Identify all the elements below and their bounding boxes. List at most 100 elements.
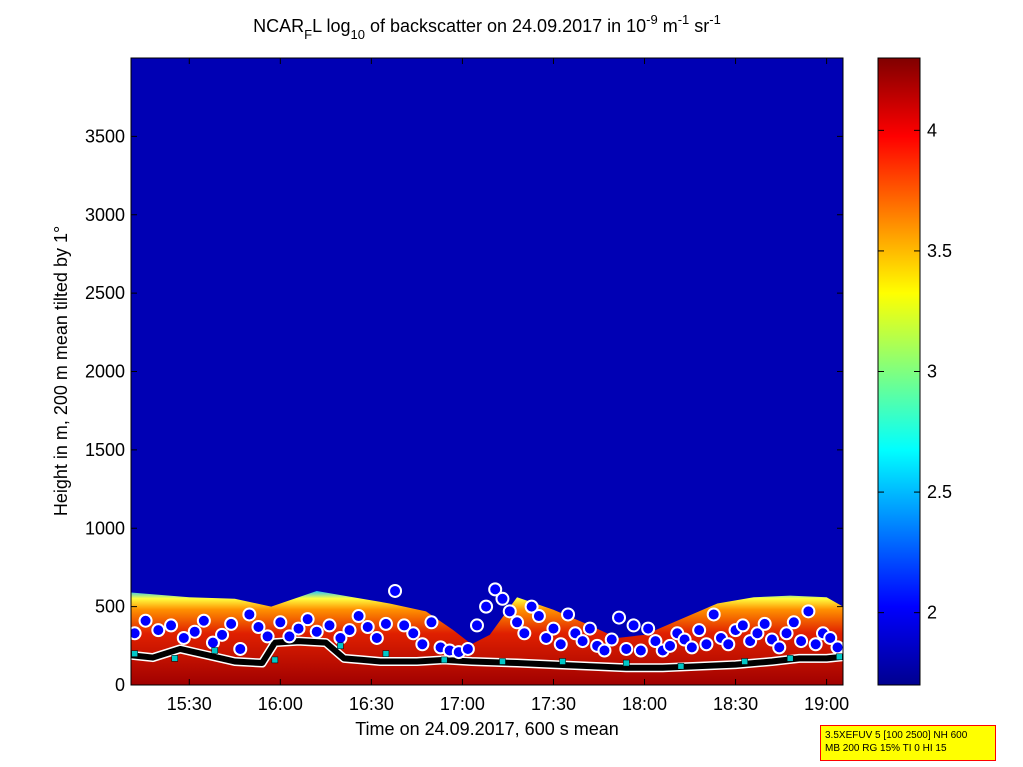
y-tick-label: 3500 <box>85 126 125 146</box>
circle-marker <box>546 621 561 636</box>
circle-marker <box>517 626 532 641</box>
circle-marker <box>779 626 794 641</box>
square-marker <box>211 647 219 654</box>
circle-marker <box>641 621 656 636</box>
circle-marker <box>360 620 375 635</box>
circle-marker <box>553 637 568 652</box>
boundary-line <box>131 638 843 671</box>
circle-marker <box>342 623 357 638</box>
square-marker <box>382 650 390 657</box>
square-marker <box>559 658 566 665</box>
circle-marker <box>424 615 439 630</box>
x-axis-label: Time on 24.09.2017, 600 s mean <box>355 719 619 739</box>
x-tick-label: 16:30 <box>349 694 394 714</box>
y-tick-label: 2500 <box>85 283 125 303</box>
background-field <box>131 58 843 685</box>
circle-marker <box>479 599 494 614</box>
circle-marker <box>273 615 288 630</box>
circle-marker <box>561 607 576 622</box>
square-marker <box>171 655 178 662</box>
chart-title: NCARFL log10 of backscatter on 24.09.201… <box>253 12 721 42</box>
circle-marker <box>524 599 539 614</box>
circle-marker <box>706 607 721 622</box>
square-marker <box>271 656 279 664</box>
circle-marker <box>397 618 412 633</box>
circle-marker <box>502 604 517 619</box>
circle-marker <box>612 610 627 625</box>
circle-marker <box>757 616 772 631</box>
x-tick-label: 17:00 <box>440 694 485 714</box>
info-line-1: 3.5XEFUV 5 [100 2500] NH 600 <box>825 730 968 741</box>
y-axis: 0 500 1000 1500 2000 2500 3000 3500 <box>85 126 843 695</box>
circle-marker <box>322 618 337 633</box>
circle-marker <box>801 604 816 619</box>
square-marker <box>677 662 685 670</box>
colorbar-axis: 2 2.5 3 3.5 4 <box>878 120 952 623</box>
y-tick-label: 1000 <box>85 518 125 538</box>
circle-marker <box>823 630 838 645</box>
circle-marker <box>233 641 248 656</box>
circle-marker <box>721 637 736 652</box>
circle-marker <box>151 623 166 638</box>
circle-marker <box>369 630 384 645</box>
circle-marker <box>597 643 612 658</box>
x-axis: 15:30 16:00 16:30 17:00 17:30 18:00 18:30 19:00 <box>167 58 849 714</box>
x-tick-label: 16:00 <box>258 694 303 714</box>
square-marker <box>741 658 748 665</box>
circle-marker <box>495 591 510 606</box>
circle-marker <box>699 637 714 652</box>
circle-marker <box>735 618 750 633</box>
circle-marker <box>351 609 366 624</box>
x-tick-label: 18:00 <box>622 694 667 714</box>
colorbar <box>877 57 921 686</box>
y-tick-label: 0 <box>115 675 125 695</box>
info-box: 3.5XEFUV 5 [100 2500] NH 600 MB 200 RG 1… <box>820 725 996 761</box>
circle-marker <box>692 623 707 638</box>
circle-marker <box>415 637 430 652</box>
circle-marker <box>648 634 663 649</box>
circle-marker <box>619 641 634 656</box>
x-tick-label: 18:30 <box>713 694 758 714</box>
square-marker <box>499 658 506 665</box>
circle-marker <box>575 634 590 649</box>
circle-marker <box>582 621 597 636</box>
circle-marker <box>626 618 641 633</box>
circle-marker <box>772 640 787 655</box>
circle-marker <box>604 632 619 647</box>
colorbar-tick-label: 2 <box>927 603 937 623</box>
circle-marker <box>830 640 843 655</box>
circle-marker <box>794 634 809 649</box>
square-marker <box>337 642 344 650</box>
circle-marker <box>406 626 421 641</box>
circle-marker <box>488 582 503 597</box>
circle-marker <box>224 616 239 631</box>
y-tick-label: 500 <box>95 597 125 617</box>
circle-marker <box>187 624 202 639</box>
colorbar-tick-label: 3.5 <box>927 241 952 261</box>
square-marker <box>131 650 138 657</box>
plot-area <box>131 58 843 685</box>
circle-marker <box>378 616 393 631</box>
circle-marker <box>663 638 678 653</box>
colorbar-tick-label: 3 <box>927 362 937 382</box>
y-axis-label: Height in m, 200 m mean tilted by 1° <box>51 226 71 516</box>
square-marker <box>786 655 794 662</box>
circle-marker <box>215 627 230 642</box>
circle-marker <box>633 643 648 658</box>
circle-marker <box>786 615 801 630</box>
circle-marker <box>388 583 403 598</box>
y-tick-label: 3000 <box>85 205 125 225</box>
circle-marker <box>282 629 297 644</box>
circle-marker <box>309 624 324 639</box>
x-tick-label: 17:30 <box>531 694 576 714</box>
circle-marker <box>460 641 475 656</box>
circle-marker <box>164 618 179 633</box>
circle-marker <box>251 620 266 635</box>
circle-marker <box>510 615 525 630</box>
square-marker <box>440 656 448 664</box>
y-tick-label: 2000 <box>85 362 125 382</box>
square-marker <box>623 659 630 667</box>
x-tick-label: 19:00 <box>804 694 849 714</box>
circle-marker <box>242 607 257 622</box>
